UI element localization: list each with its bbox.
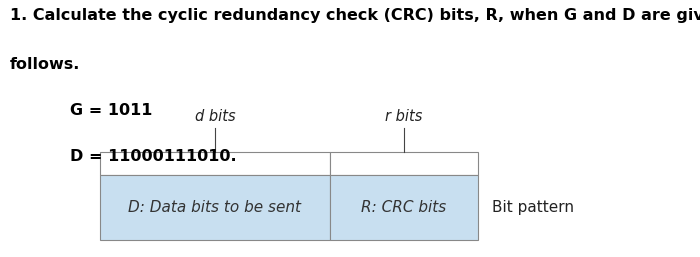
Text: 1. Calculate the cyclic redundancy check (CRC) bits, R, when G and D are given a: 1. Calculate the cyclic redundancy check…	[10, 8, 700, 23]
Text: d bits: d bits	[195, 109, 235, 124]
Text: R: CRC bits: R: CRC bits	[361, 200, 447, 215]
Text: G = 1011: G = 1011	[70, 103, 153, 118]
Text: D: Data bits to be sent: D: Data bits to be sent	[129, 200, 302, 215]
Text: D = 11000111010.: D = 11000111010.	[70, 149, 237, 164]
Bar	[100, 175, 330, 240]
Bar	[330, 152, 478, 175]
Bar	[330, 175, 478, 240]
Bar	[100, 152, 330, 175]
Text: r bits: r bits	[385, 109, 423, 124]
Text: follows.: follows.	[10, 57, 80, 71]
Text: Bit pattern: Bit pattern	[492, 200, 574, 215]
